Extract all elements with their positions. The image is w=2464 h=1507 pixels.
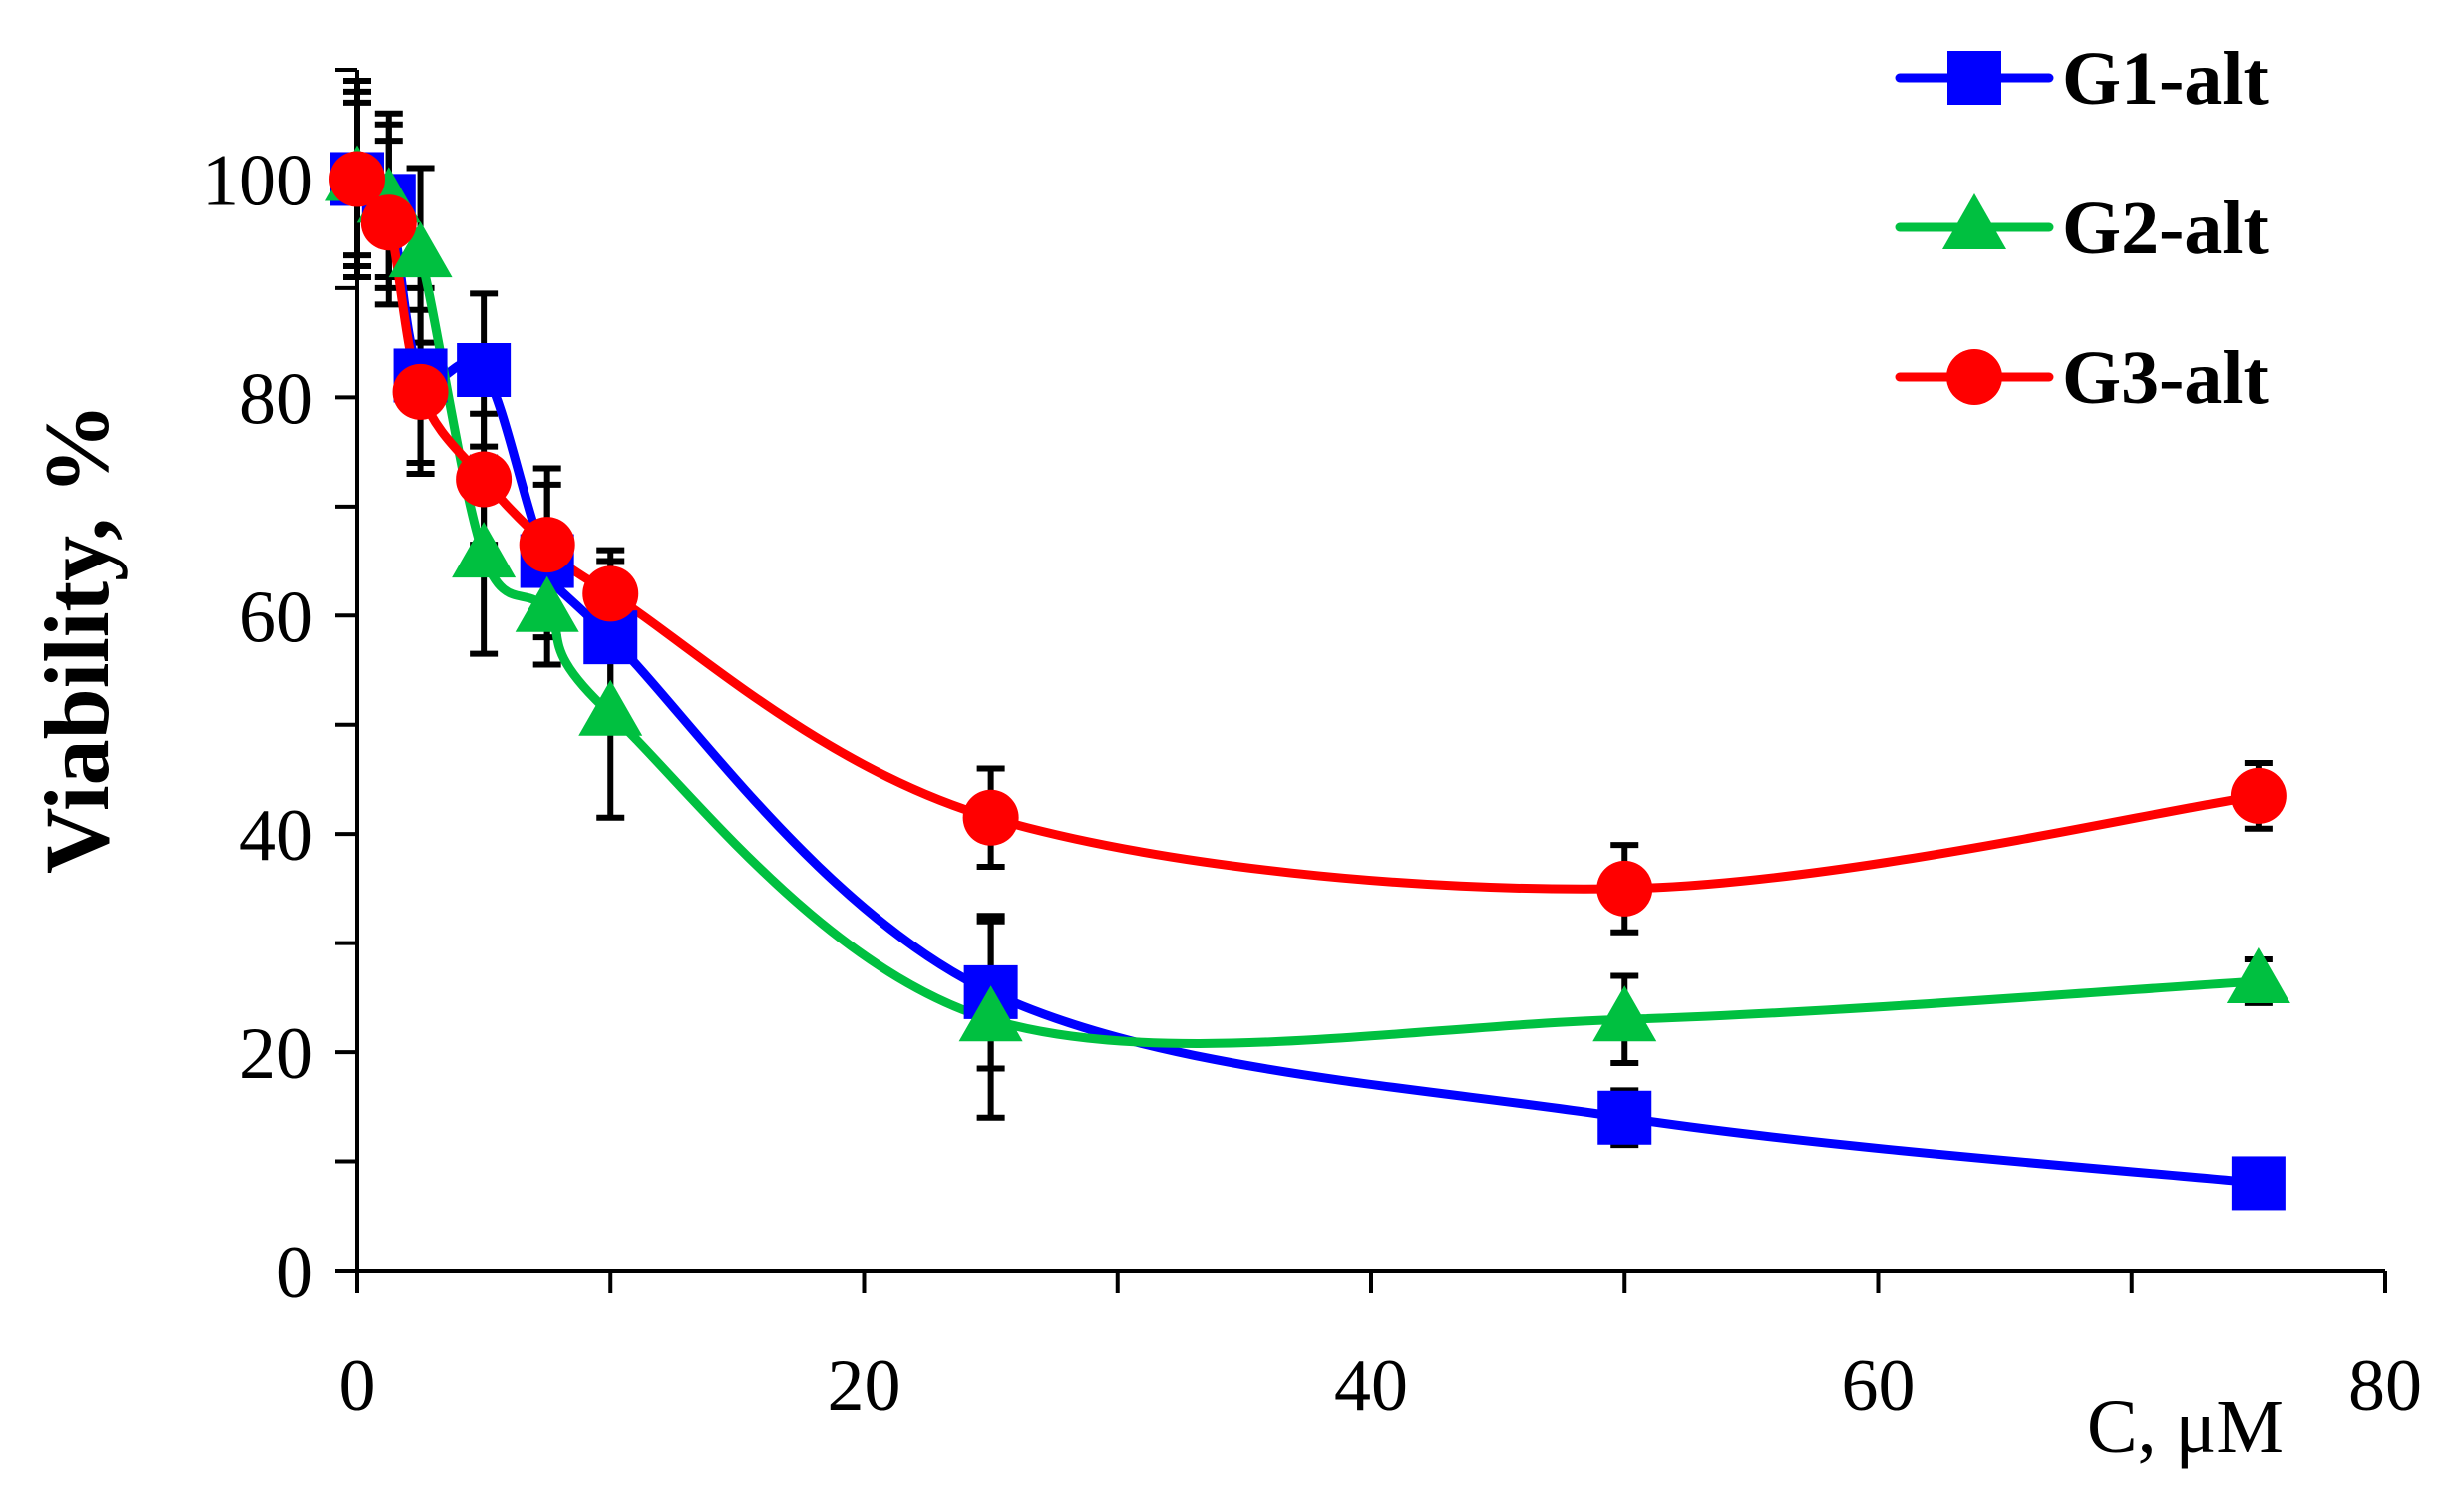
g3-alt-point bbox=[329, 151, 385, 207]
g3-alt-line bbox=[352, 174, 2264, 894]
g2-alt-point bbox=[452, 522, 517, 578]
g3-alt-point bbox=[392, 363, 449, 420]
g2-alt-point bbox=[2226, 946, 2290, 1003]
legend: G1-alt G2-alt G3-alt bbox=[1895, 37, 2269, 420]
y-tick-label: 100 bbox=[202, 140, 313, 221]
g3-alt-point bbox=[2230, 767, 2287, 824]
g3-alt-point bbox=[962, 789, 1019, 846]
x-axis-title: C, μM bbox=[2087, 1385, 2284, 1469]
g1-alt-point bbox=[1597, 1090, 1652, 1145]
y-tick-label: 0 bbox=[276, 1232, 313, 1314]
g3-alt-point bbox=[360, 194, 417, 251]
y-axis-title: Viability, % bbox=[26, 403, 128, 874]
legend-marker-triangle bbox=[1942, 193, 2006, 249]
y-tick-label: 60 bbox=[239, 576, 313, 658]
g3-alt-point bbox=[1596, 860, 1653, 917]
legend-entry-g2-alt: G2-alt bbox=[1895, 187, 2269, 270]
legend-entry-g3-alt: G3-alt bbox=[1895, 336, 2269, 420]
g1-alt-point bbox=[457, 343, 512, 397]
legend-marker-square bbox=[1947, 51, 2001, 105]
g2-alt-point bbox=[958, 985, 1023, 1042]
g1-alt-point bbox=[2231, 1156, 2286, 1211]
series-markers bbox=[325, 145, 2290, 1211]
legend-label-g1-alt: G1-alt bbox=[2062, 37, 2269, 121]
y-tick-label: 40 bbox=[239, 795, 313, 877]
g2-alt-point bbox=[1592, 985, 1657, 1042]
g2-alt-point bbox=[388, 221, 453, 278]
legend-label-g2-alt: G2-alt bbox=[2062, 187, 2269, 270]
x-tick-label: 0 bbox=[339, 1345, 376, 1427]
x-tick-label: 80 bbox=[2348, 1345, 2422, 1427]
g3-alt-point bbox=[456, 451, 513, 508]
legend-entry-g1-alt: G1-alt bbox=[1895, 37, 2269, 121]
x-tick-label: 40 bbox=[1334, 1345, 1408, 1427]
g2-alt-line bbox=[352, 174, 2264, 1048]
g3-alt-point bbox=[582, 565, 639, 622]
y-tick-label: 80 bbox=[239, 358, 313, 440]
x-tick-label: 60 bbox=[1842, 1345, 1916, 1427]
y-tick-label: 20 bbox=[239, 1013, 313, 1095]
g2-alt-point bbox=[515, 575, 579, 632]
x-tick-label: 20 bbox=[828, 1345, 901, 1427]
series-lines bbox=[352, 174, 2264, 1188]
g2-alt-point bbox=[578, 679, 643, 736]
legend-marker-circle bbox=[1946, 349, 2002, 405]
axes: 0 20 40 60 80 0 20 40 60 80 100 bbox=[202, 68, 2422, 1427]
legend-label-g3-alt: G3-alt bbox=[2062, 336, 2269, 420]
g3-alt-point bbox=[519, 517, 575, 573]
g1-alt-line bbox=[352, 174, 2264, 1188]
